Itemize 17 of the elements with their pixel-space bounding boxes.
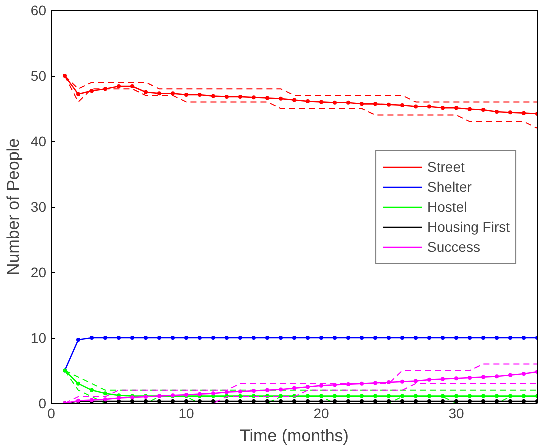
legend-label: Hostel [428, 198, 468, 214]
y-tick-label: 0 [38, 396, 47, 412]
legend-label: Shelter [428, 178, 472, 194]
legend-label: Housing First [428, 218, 510, 234]
y-tick-label: 20 [30, 264, 47, 280]
y-tick-label: 50 [30, 68, 47, 84]
legend-label: Success [428, 238, 480, 254]
x-tick-label: 30 [448, 406, 464, 422]
y-tick-label: 30 [30, 199, 47, 215]
x-axis-title: Time (months) [240, 426, 349, 446]
y-tick-label: 60 [30, 2, 47, 18]
y-tick-label: 40 [30, 134, 47, 150]
legend-label: Street [428, 158, 465, 174]
x-tick-label: 20 [314, 406, 330, 422]
x-tick-label: 10 [178, 406, 194, 422]
y-tick-label: 10 [30, 330, 47, 346]
y-axis-title: Number of People [4, 138, 23, 276]
